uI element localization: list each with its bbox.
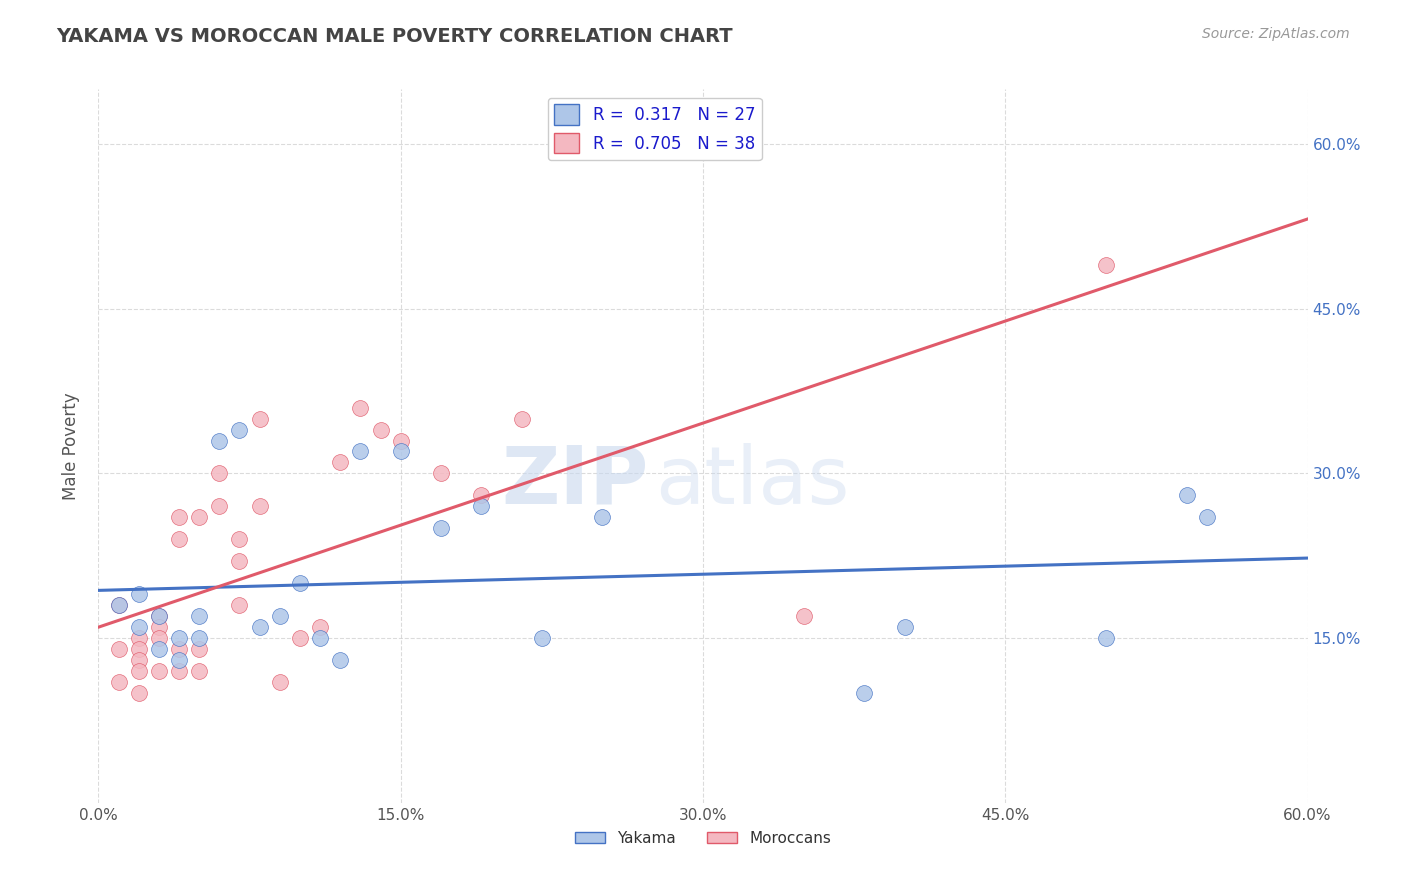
Text: ZIP: ZIP bbox=[502, 442, 648, 521]
Y-axis label: Male Poverty: Male Poverty bbox=[62, 392, 80, 500]
Point bbox=[167, 631, 190, 645]
Point bbox=[208, 434, 231, 448]
Point bbox=[249, 500, 271, 514]
Text: atlas: atlas bbox=[655, 442, 849, 521]
Point bbox=[288, 576, 311, 591]
Point bbox=[148, 664, 170, 678]
Text: YAKAMA VS MOROCCAN MALE POVERTY CORRELATION CHART: YAKAMA VS MOROCCAN MALE POVERTY CORRELAT… bbox=[56, 27, 733, 45]
Point bbox=[1095, 631, 1118, 645]
Point bbox=[107, 642, 129, 657]
Point bbox=[148, 609, 170, 624]
Point bbox=[228, 533, 250, 547]
Point bbox=[148, 631, 170, 645]
Point bbox=[430, 521, 453, 535]
Point bbox=[188, 609, 211, 624]
Point bbox=[591, 510, 613, 524]
Point bbox=[370, 423, 392, 437]
Point bbox=[249, 411, 271, 425]
Point bbox=[1175, 488, 1198, 502]
Point bbox=[107, 675, 129, 690]
Point bbox=[470, 488, 492, 502]
Point bbox=[148, 609, 170, 624]
Point bbox=[128, 587, 150, 601]
Point bbox=[167, 642, 190, 657]
Point bbox=[793, 609, 815, 624]
Point bbox=[208, 500, 231, 514]
Point bbox=[249, 620, 271, 634]
Point bbox=[288, 631, 311, 645]
Point bbox=[1095, 258, 1118, 272]
Point bbox=[188, 664, 211, 678]
Point bbox=[128, 620, 150, 634]
Point bbox=[228, 598, 250, 612]
Point bbox=[167, 510, 190, 524]
Point bbox=[188, 510, 211, 524]
Point bbox=[167, 664, 190, 678]
Point bbox=[128, 653, 150, 667]
Point bbox=[107, 598, 129, 612]
Point bbox=[188, 642, 211, 657]
Point bbox=[349, 401, 371, 415]
Point bbox=[853, 686, 876, 700]
Point bbox=[389, 444, 412, 458]
Point bbox=[510, 411, 533, 425]
Point bbox=[329, 653, 352, 667]
Point bbox=[470, 500, 492, 514]
Legend: Yakama, Moroccans: Yakama, Moroccans bbox=[568, 825, 838, 852]
Point bbox=[893, 620, 915, 634]
Point bbox=[167, 653, 190, 667]
Point bbox=[208, 467, 231, 481]
Point bbox=[128, 664, 150, 678]
Point bbox=[309, 631, 332, 645]
Point bbox=[329, 455, 352, 469]
Point bbox=[107, 598, 129, 612]
Point bbox=[430, 467, 453, 481]
Text: Source: ZipAtlas.com: Source: ZipAtlas.com bbox=[1202, 27, 1350, 41]
Point bbox=[530, 631, 553, 645]
Point bbox=[349, 444, 371, 458]
Point bbox=[128, 631, 150, 645]
Point bbox=[167, 533, 190, 547]
Point bbox=[269, 609, 291, 624]
Point bbox=[188, 631, 211, 645]
Point bbox=[309, 620, 332, 634]
Point bbox=[1195, 510, 1218, 524]
Point bbox=[128, 642, 150, 657]
Point bbox=[148, 620, 170, 634]
Point bbox=[128, 686, 150, 700]
Point bbox=[148, 642, 170, 657]
Point bbox=[269, 675, 291, 690]
Point bbox=[389, 434, 412, 448]
Point bbox=[228, 554, 250, 568]
Point bbox=[228, 423, 250, 437]
